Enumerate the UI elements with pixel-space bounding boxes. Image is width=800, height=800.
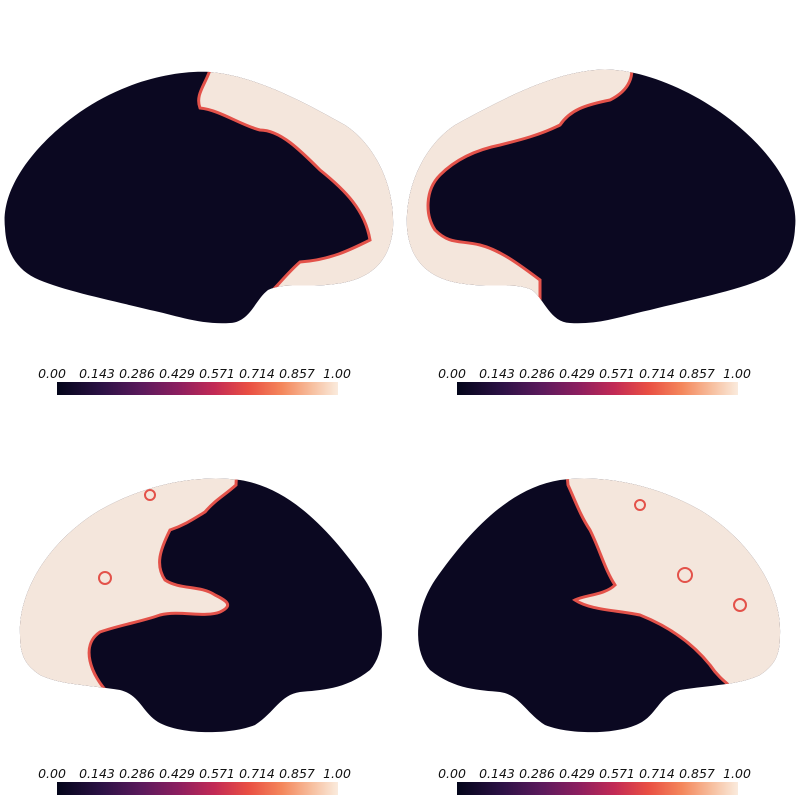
tick-label: 0.286	[119, 366, 155, 381]
tick-label: 0.00	[438, 366, 466, 381]
tick-label: 0.857	[679, 366, 715, 381]
tick-label: 0.143	[79, 766, 115, 781]
tick-label: 0.00	[38, 766, 66, 781]
colorbar	[57, 382, 338, 395]
tick-label: 0.00	[438, 766, 466, 781]
tick-label: 0.429	[559, 366, 595, 381]
tick-label: 0.143	[479, 766, 515, 781]
tick-label: 0.857	[279, 766, 315, 781]
colorbar	[457, 382, 738, 395]
tick-label: 1.00	[323, 366, 351, 381]
tick-label: 0.429	[159, 366, 195, 381]
tick-label: 0.429	[159, 766, 195, 781]
tick-label: 0.714	[239, 766, 275, 781]
brain-right-medial	[418, 478, 781, 733]
tick-label: 0.143	[479, 366, 515, 381]
panel-bottom-left: 0.00 0.143 0.286 0.429 0.571 0.714 0.857…	[0, 400, 400, 800]
tick-label: 0.286	[519, 366, 555, 381]
panel-bottom-right: 0.00 0.143 0.286 0.429 0.571 0.714 0.857…	[400, 400, 800, 800]
colorbar	[457, 782, 738, 795]
colorbar-tick-labels: 0.00 0.143 0.286 0.429 0.571 0.714 0.857…	[438, 766, 760, 782]
tick-label: 0.857	[679, 766, 715, 781]
tick-label: 0.714	[639, 366, 675, 381]
tick-label: 1.00	[723, 366, 751, 381]
tick-label: 0.571	[199, 366, 235, 381]
tick-label: 0.714	[639, 766, 675, 781]
tick-label: 0.571	[199, 766, 235, 781]
brain-left-medial	[19, 478, 382, 733]
colorbar-tick-labels: 0.00 0.143 0.286 0.429 0.571 0.714 0.857…	[38, 366, 360, 382]
tick-label: 0.857	[279, 366, 315, 381]
colorbar	[57, 782, 338, 795]
brain-right-lateral	[406, 69, 796, 324]
tick-label: 0.286	[519, 766, 555, 781]
tick-label: 1.00	[723, 766, 751, 781]
panel-top-right: 0.00 0.143 0.286 0.429 0.571 0.714 0.857…	[400, 0, 800, 400]
tick-label: 0.714	[239, 366, 275, 381]
panel-top-left: 0.00 0.143 0.286 0.429 0.571 0.714 0.857…	[0, 0, 400, 400]
tick-label: 0.286	[119, 766, 155, 781]
colorbar-tick-labels: 0.00 0.143 0.286 0.429 0.571 0.714 0.857…	[38, 766, 360, 782]
tick-label: 0.429	[559, 766, 595, 781]
tick-label: 1.00	[323, 766, 351, 781]
colorbar-tick-labels: 0.00 0.143 0.286 0.429 0.571 0.714 0.857…	[438, 366, 760, 382]
brain-left-lateral	[4, 71, 394, 324]
tick-label: 0.571	[599, 366, 635, 381]
tick-label: 0.00	[38, 366, 66, 381]
tick-label: 0.571	[599, 766, 635, 781]
tick-label: 0.143	[79, 366, 115, 381]
